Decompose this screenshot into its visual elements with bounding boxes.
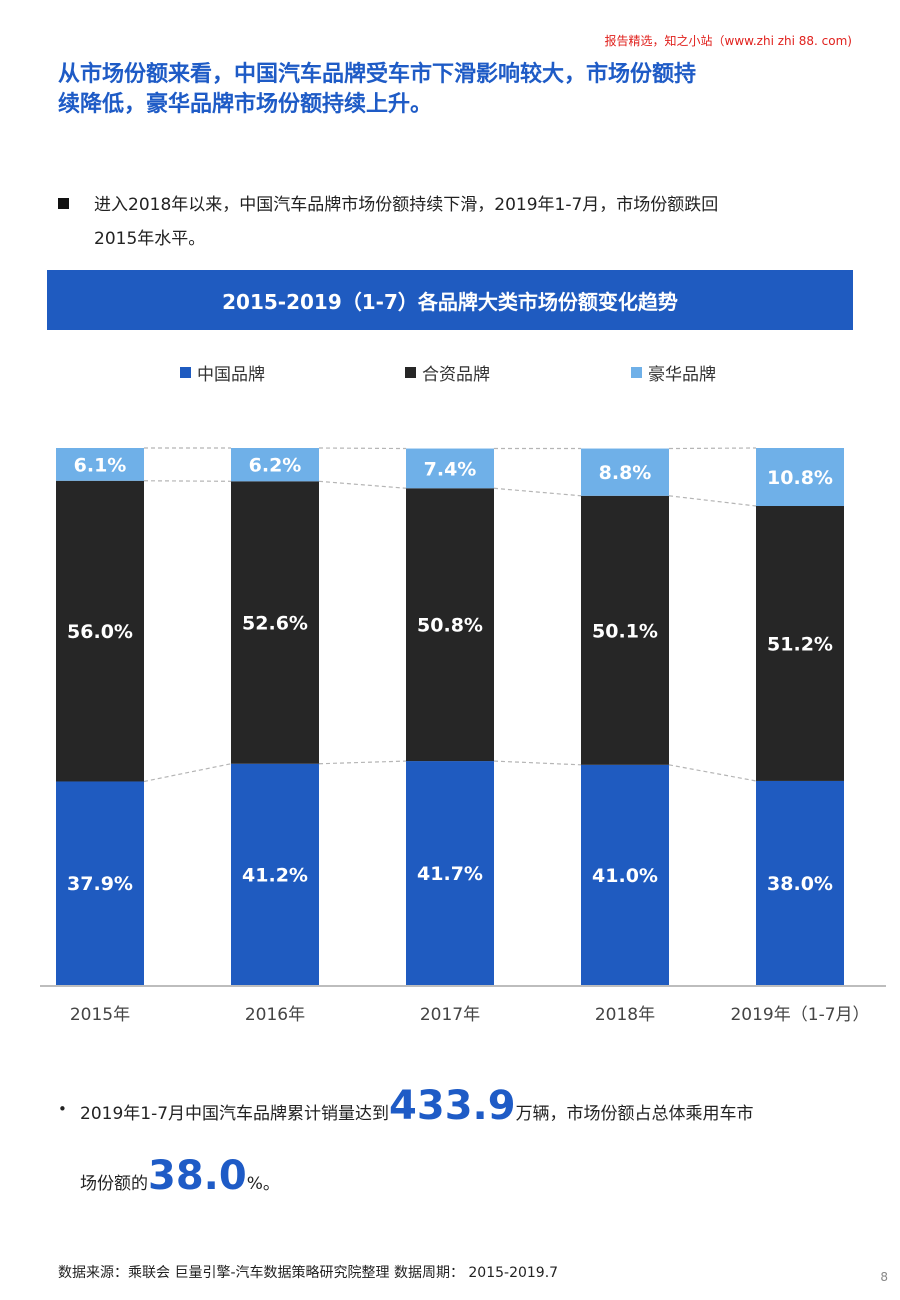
connector-line bbox=[668, 447, 757, 450]
bar-segment bbox=[56, 448, 144, 481]
connector-line bbox=[318, 447, 407, 450]
summary-post-2: %。 bbox=[246, 1174, 280, 1194]
bar-segment bbox=[406, 761, 494, 985]
legend-item-jv: 合资品牌 bbox=[405, 360, 490, 385]
square-bullet-icon bbox=[58, 198, 69, 209]
data-label: 41.0% bbox=[592, 865, 658, 887]
data-label: 38.0% bbox=[767, 873, 833, 895]
watermark-text: 报告精选，知之小站（www.zhi zhi 88. com) bbox=[604, 34, 852, 48]
bar-segment bbox=[56, 781, 144, 985]
data-label: 7.4% bbox=[424, 458, 477, 480]
x-tick-label: 2019年（1-7月） bbox=[730, 1005, 869, 1025]
stacked-bar-chart: 37.9% 56.0% 6.1% 2015年 41.2% 52.6% 6.2% 2016年 41… bbox=[40, 447, 886, 1025]
bar-segment bbox=[406, 448, 494, 489]
intro-bullet-line-2: 2015年水平。 bbox=[94, 229, 206, 249]
data-label: 56.0% bbox=[67, 621, 133, 643]
connector-line bbox=[493, 760, 582, 766]
x-tick-label: 2015年 bbox=[70, 1005, 130, 1025]
chart-title: 2015-2019（1-7）各品牌大类市场份额变化趋势 bbox=[47, 270, 853, 330]
summary-line-1: 2019年1-7月中国汽车品牌累计销量达到433.9万辆，市场份额占总体乘用车市 bbox=[80, 1082, 754, 1130]
bar-segment bbox=[756, 505, 844, 781]
bar-segment bbox=[581, 495, 669, 765]
summary-pre-1: 2019年1-7月中国汽车品牌累计销量达到 bbox=[80, 1104, 390, 1124]
bar-segment bbox=[581, 448, 669, 496]
intro-bullet-line-1: 进入2018年以来，中国汽车品牌市场份额持续下滑，2019年1-7月，市场份额跌… bbox=[94, 195, 719, 215]
data-label: 37.9% bbox=[67, 873, 133, 895]
connector-line bbox=[318, 760, 407, 765]
data-label: 50.8% bbox=[417, 615, 483, 637]
x-tick-label: 2018年 bbox=[595, 1005, 655, 1025]
chart-legend: 中国品牌 合资品牌 豪华品牌 bbox=[0, 360, 900, 388]
page-number: 8 bbox=[880, 1270, 888, 1284]
legend-label-luxury: 豪华品牌 bbox=[648, 365, 716, 385]
bar-segment bbox=[756, 780, 844, 985]
legend-swatch-jv bbox=[405, 367, 416, 378]
bar-segment bbox=[756, 448, 844, 506]
data-label: 41.7% bbox=[417, 863, 483, 885]
data-label: 8.8% bbox=[599, 462, 652, 484]
connector-line bbox=[143, 763, 232, 783]
bar-segment bbox=[581, 764, 669, 985]
bar-segment bbox=[231, 763, 319, 985]
bullet-dot-icon: • bbox=[58, 1100, 67, 1118]
sales-volume-number: 433.9 bbox=[389, 1083, 516, 1129]
data-label: 50.1% bbox=[592, 620, 658, 642]
summary-pre-2: 场份额的 bbox=[80, 1174, 148, 1194]
legend-item-luxury: 豪华品牌 bbox=[631, 360, 716, 385]
page-headline: 从市场份额来看，中国汽车品牌受车市下滑影响较大，市场份额持 续降低，豪华品牌市场… bbox=[58, 60, 858, 120]
connector-line bbox=[668, 495, 757, 507]
data-label: 6.1% bbox=[74, 454, 127, 476]
market-share-number: 38.0 bbox=[148, 1153, 247, 1199]
summary-post-1: 万辆，市场份额占总体乘用车市 bbox=[515, 1104, 754, 1124]
connector-line bbox=[318, 480, 407, 489]
bar-segment bbox=[56, 480, 144, 782]
data-label: 6.2% bbox=[249, 455, 302, 477]
summary-line-2: 场份额的38.0%。 bbox=[80, 1152, 280, 1200]
headline-line-2: 续降低，豪华品牌市场份额持续上升。 bbox=[58, 92, 433, 117]
legend-item-china: 中国品牌 bbox=[180, 360, 265, 385]
legend-label-china: 中国品牌 bbox=[197, 365, 265, 385]
data-label: 10.8% bbox=[767, 467, 833, 489]
x-tick-label: 2016年 bbox=[245, 1005, 305, 1025]
bar-segment bbox=[231, 448, 319, 482]
intro-bullet: 进入2018年以来，中国汽车品牌市场份额持续下滑，2019年1-7月，市场份额跌… bbox=[58, 188, 848, 256]
legend-swatch-china bbox=[180, 367, 191, 378]
x-tick-label: 2017年 bbox=[420, 1005, 480, 1025]
bar-segment bbox=[406, 488, 494, 762]
data-label: 52.6% bbox=[242, 613, 308, 635]
connector-line bbox=[668, 764, 757, 782]
data-label: 41.2% bbox=[242, 864, 308, 886]
connector-line bbox=[493, 487, 582, 497]
bar-segment bbox=[231, 481, 319, 764]
data-source: 数据来源：乘联会 巨量引擎-汽车数据策略研究院整理 数据周期： 2015-201… bbox=[58, 1265, 559, 1281]
legend-swatch-luxury bbox=[631, 367, 642, 378]
legend-label-jv: 合资品牌 bbox=[422, 365, 490, 385]
headline-line-1: 从市场份额来看，中国汽车品牌受车市下滑影响较大，市场份额持 bbox=[58, 62, 697, 87]
data-label: 51.2% bbox=[767, 633, 833, 655]
connector-line bbox=[143, 480, 232, 482]
